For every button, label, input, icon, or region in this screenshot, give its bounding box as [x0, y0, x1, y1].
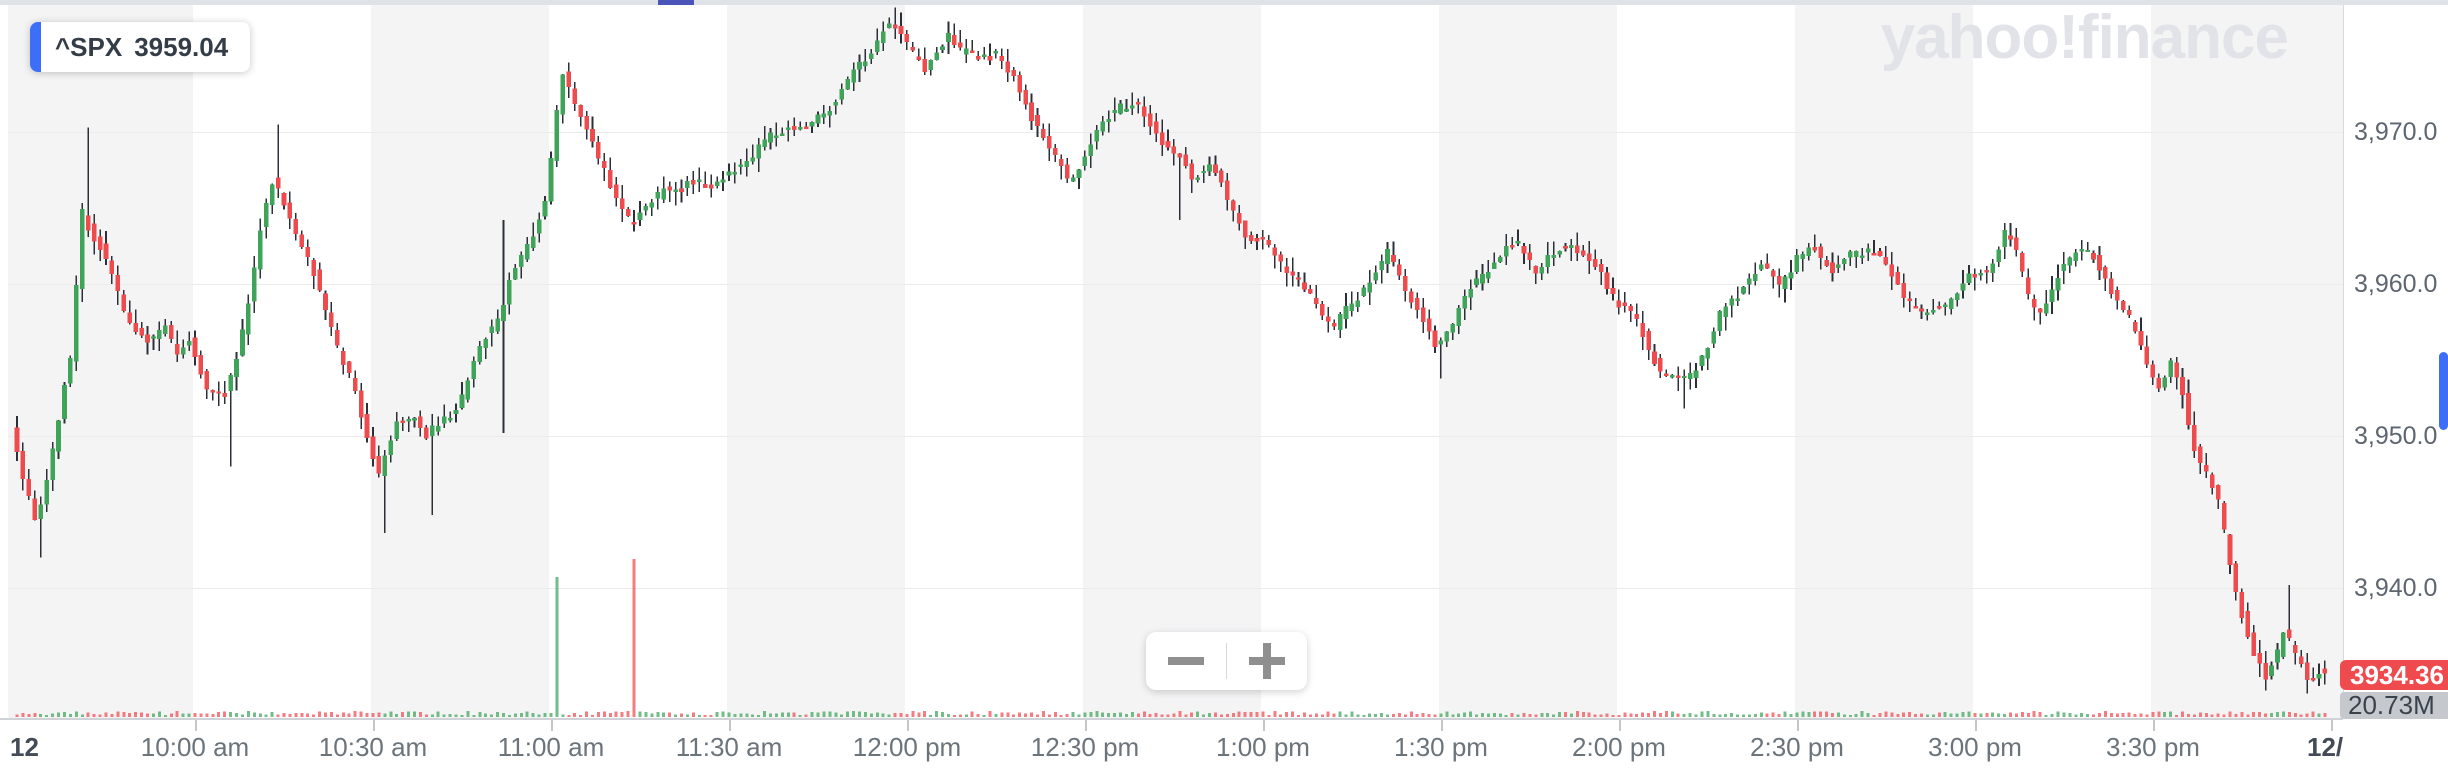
horizontal-scrollbar-thumb[interactable]: [658, 0, 694, 5]
symbol-quote-text: ^SPX 3959.04: [41, 32, 250, 63]
gridline: [8, 436, 2343, 437]
candlestick-series: [14, 7, 2328, 717]
background-stripe: [727, 5, 905, 719]
plot-right-border: [2343, 5, 2344, 719]
x-axis-tick: [1797, 720, 1799, 731]
background-stripe: [1439, 5, 1617, 719]
background-stripe: [1083, 5, 1261, 719]
zoom-out-button[interactable]: [1146, 632, 1226, 690]
x-axis-label: 12/: [2307, 732, 2344, 762]
x-axis-tick: [1441, 720, 1443, 731]
zoom-controls: [1146, 632, 1307, 690]
x-axis-label: 10:30 am: [318, 732, 428, 762]
x-axis-label: 11:30 am: [675, 732, 783, 762]
plus-icon: [1249, 643, 1285, 679]
x-axis-tick: [1085, 720, 1087, 731]
x-axis-label: 3:00 pm: [1928, 732, 2022, 762]
y-axis-label: 3,940.0: [2354, 574, 2438, 602]
minus-icon: [1168, 657, 1204, 665]
x-axis-line: [0, 718, 2343, 720]
x-axis-label: 2:30 pm: [1750, 732, 1844, 762]
vertical-scrollbar-thumb[interactable]: [2439, 352, 2448, 430]
yahoo-finance-watermark: yahoo!finance: [1880, 3, 2289, 72]
x-axis-tick: [729, 720, 731, 731]
symbol-quote-badge: ^SPX 3959.04: [30, 22, 251, 72]
x-axis-tick: [1975, 720, 1977, 731]
gridline: [8, 588, 2343, 589]
y-axis-label: 3,970.0: [2354, 118, 2438, 146]
x-axis-tick: [373, 720, 375, 731]
x-axis-tick: [907, 720, 909, 731]
x-axis-label: 3:30 pm: [2106, 732, 2200, 762]
symbol-label: ^SPX: [55, 31, 123, 62]
symbol-accent-bar: [30, 22, 41, 72]
gridline: [8, 132, 2343, 133]
background-stripe: [2151, 5, 2343, 719]
x-axis-label: 1:30 pm: [1394, 732, 1488, 762]
y-axis-label: 3,950.0: [2354, 422, 2438, 450]
x-axis-label: 12:30 pm: [1030, 732, 1140, 762]
x-axis-tick: [1619, 720, 1621, 731]
x-axis-tick: [1263, 720, 1265, 731]
x-axis-label: 12: [10, 732, 39, 762]
x-axis-label: 2:00 pm: [1572, 732, 1666, 762]
x-axis-tick: [195, 720, 197, 731]
last-price-badge: 3934.36: [2340, 660, 2448, 690]
x-axis-label: 1:00 pm: [1216, 732, 1310, 762]
x-axis-label: 11:00 am: [497, 732, 605, 762]
background-stripe: [371, 5, 549, 719]
x-axis-tick: [551, 720, 553, 731]
background-stripe: [1795, 5, 1973, 719]
x-axis-label: 12:00 pm: [852, 732, 962, 762]
x-axis-tick: [2153, 720, 2155, 731]
x-axis-tick: [2331, 720, 2333, 731]
x-axis-label: 10:00 am: [140, 732, 250, 762]
horizontal-scrollbar-track[interactable]: [0, 0, 2448, 5]
volume-badge: 20.73M: [2340, 692, 2448, 719]
zoom-in-button[interactable]: [1227, 632, 1307, 690]
y-axis-label: 3,960.0: [2354, 270, 2438, 298]
zoom-controls-divider: [1226, 643, 1227, 679]
symbol-price: 3959.04: [134, 31, 229, 62]
candlestick-chart-area[interactable]: [0, 5, 2343, 719]
gridline: [8, 284, 2343, 285]
background-stripe: [8, 5, 193, 719]
